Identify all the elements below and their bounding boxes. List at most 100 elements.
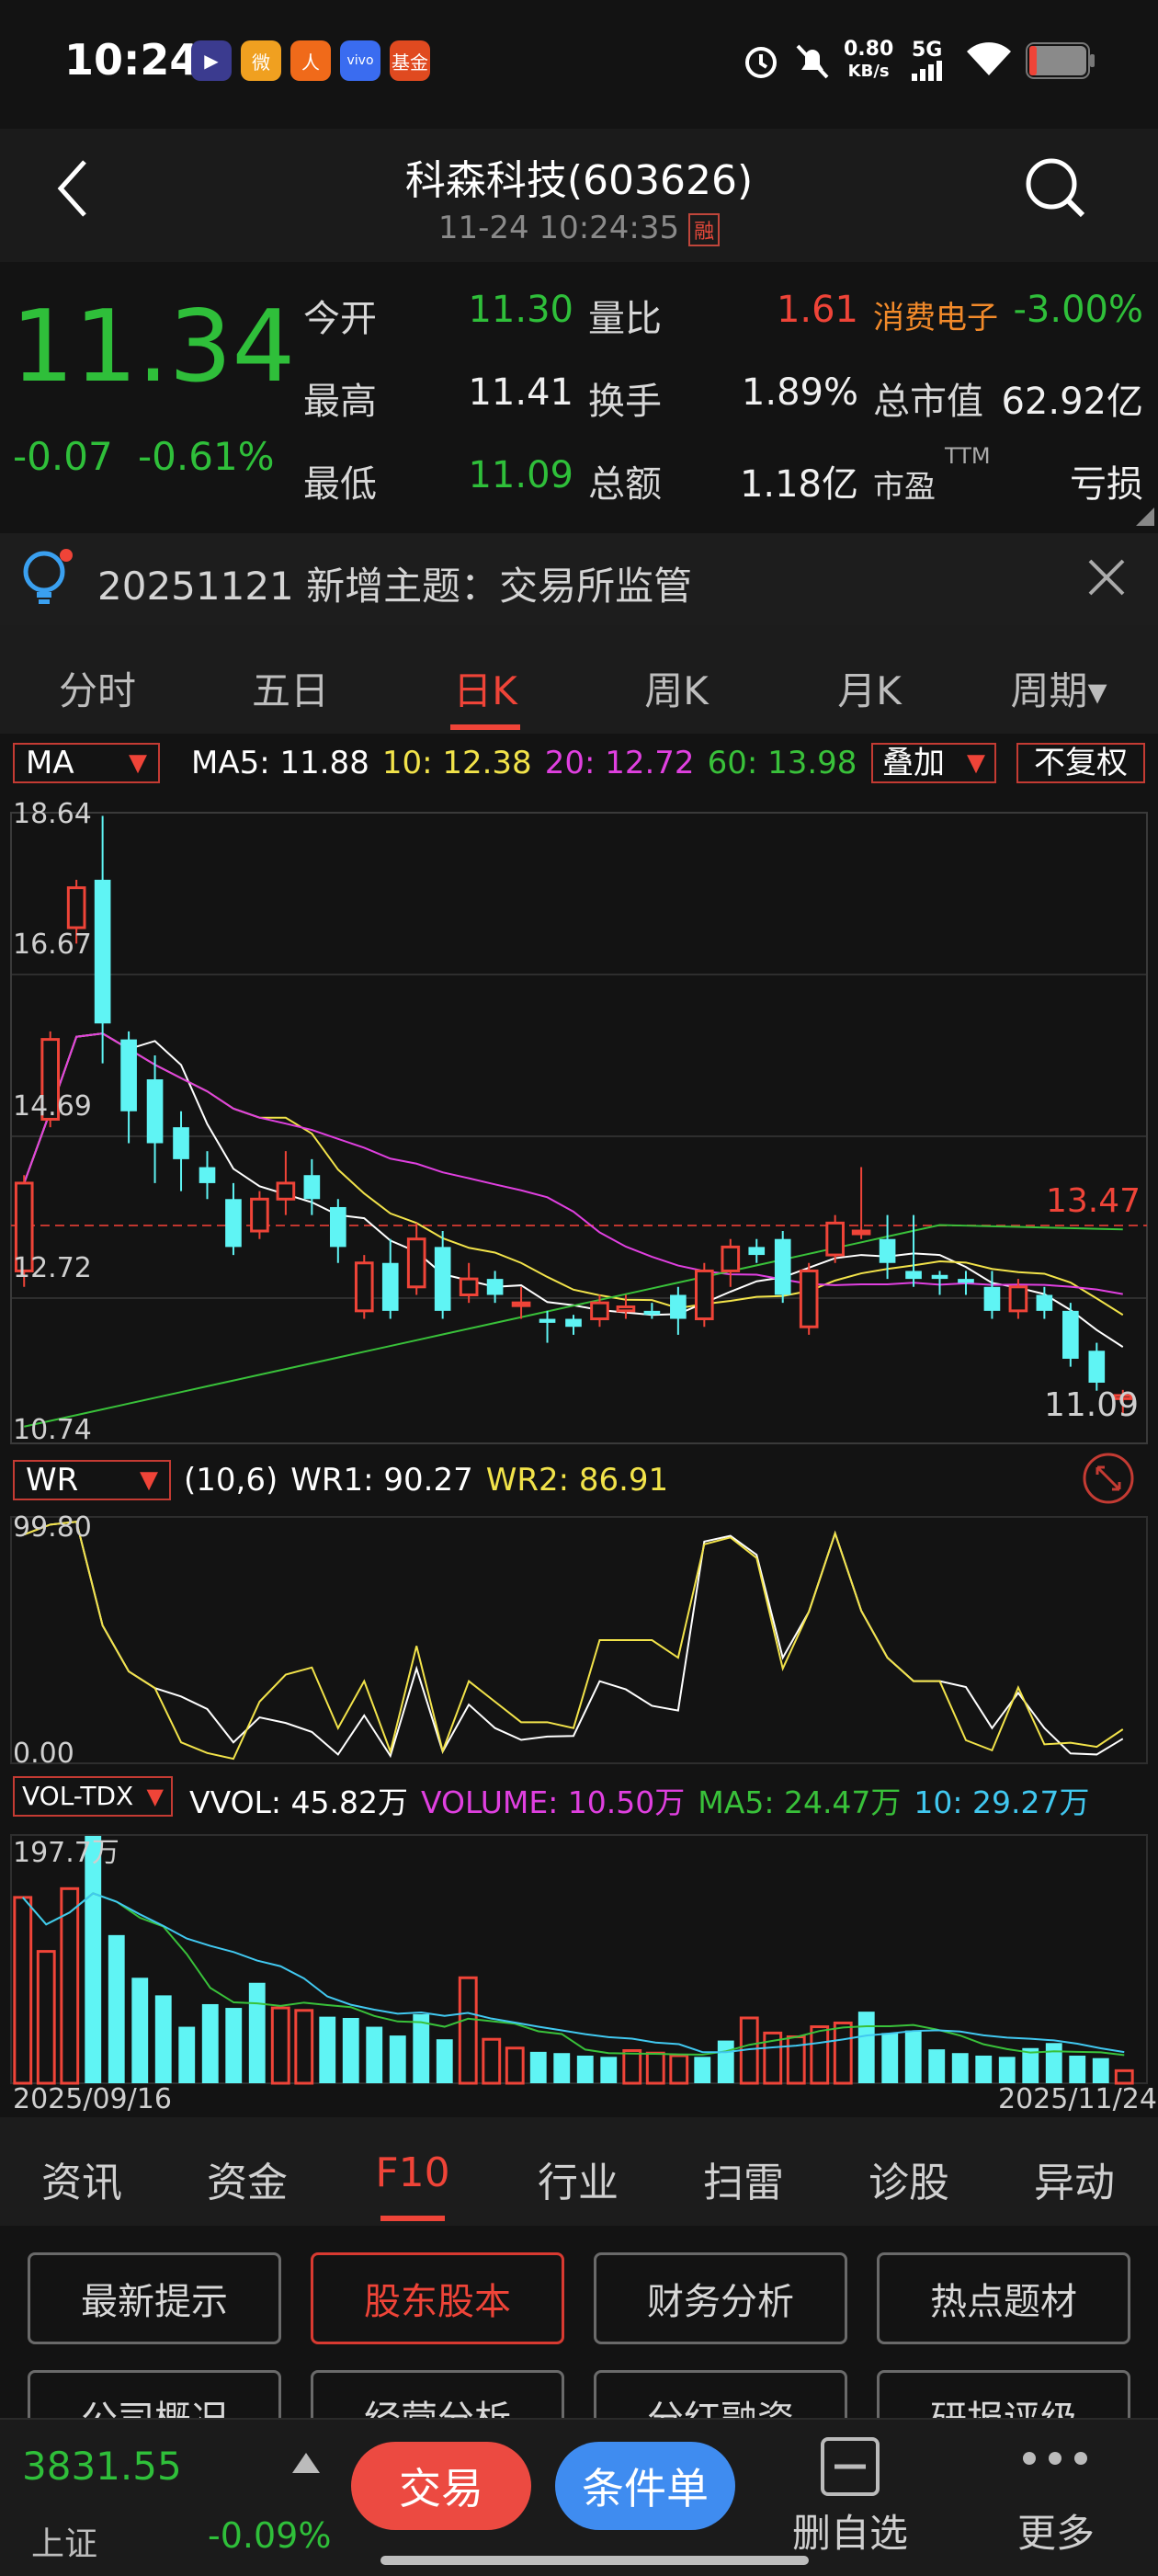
f10-button-0[interactable]: 最新提示	[28, 2252, 281, 2344]
candle	[643, 1303, 661, 1319]
expand-corner-icon[interactable]	[1136, 507, 1154, 530]
volume-bar	[1092, 2057, 1109, 2083]
alarm-icon	[741, 40, 781, 85]
candle	[434, 1231, 451, 1319]
volume-bar	[225, 2008, 243, 2083]
quote-label: 最高	[303, 381, 377, 423]
delete-watchlist-icon[interactable]	[820, 2436, 880, 2501]
ftab-2[interactable]: F10	[375, 2149, 450, 2196]
dropdown-icon: ▼	[146, 1784, 164, 1809]
notice-bar[interactable]	[0, 533, 1158, 625]
info-tabs	[0, 2117, 1158, 2226]
ktab-4[interactable]: 月K	[837, 668, 902, 713]
net-speed: 0.80	[844, 38, 894, 61]
ktab-0[interactable]: 分时	[58, 668, 136, 713]
overlay-select[interactable]: 叠加 ▼	[871, 743, 996, 783]
y-label-bottom: 10.74	[13, 1414, 92, 1446]
trade-button[interactable]: 交易	[351, 2442, 531, 2530]
candle	[199, 1151, 216, 1200]
legend-item: 10: 29.27万	[914, 1784, 1090, 1820]
quote-panel	[0, 262, 1158, 533]
ftab-0[interactable]: 资讯	[41, 2160, 122, 2206]
taobao-icon: 人	[290, 40, 331, 81]
volume-bar	[786, 2035, 806, 2085]
volume-bar	[645, 2051, 665, 2085]
volume-bar	[413, 2013, 430, 2083]
search-icon[interactable]	[1022, 154, 1088, 224]
volume-bar	[881, 2033, 899, 2083]
adjust-select[interactable]: 不复权	[1016, 743, 1145, 783]
volume-bar	[694, 2057, 711, 2083]
vol-ma10-line	[21, 1892, 1125, 2054]
condition-order-button[interactable]: 条件单	[555, 2442, 735, 2530]
f10-button-area	[0, 2226, 1158, 2419]
indicator-select-ma[interactable]: MA ▼	[13, 743, 160, 783]
close-icon[interactable]	[1086, 557, 1127, 601]
y-label-4: 12.72	[13, 1252, 92, 1284]
ftab-4[interactable]: 扫雷	[703, 2160, 784, 2206]
ftab-5[interactable]: 诊股	[868, 2160, 949, 2206]
ktab-5[interactable]: 周期▾	[1010, 668, 1107, 713]
current-price: 11.34	[11, 290, 296, 405]
candle	[66, 879, 86, 944]
datetime-text: 11-24 10:24:35	[437, 210, 680, 246]
volume-bar	[717, 2040, 734, 2083]
candle	[958, 1271, 974, 1295]
candle	[825, 1214, 845, 1263]
ma60-line	[24, 1224, 1123, 1428]
ftab-3[interactable]: 行业	[538, 2160, 619, 2206]
candle	[14, 1175, 34, 1287]
volume-bar	[904, 2030, 922, 2083]
volume-bar	[1069, 2055, 1086, 2083]
kline-chart[interactable]	[0, 734, 1158, 2117]
f10-button-3[interactable]: 热点题材	[877, 2252, 1130, 2344]
candle	[721, 1238, 741, 1287]
candle	[799, 1262, 819, 1335]
indicator-select-vol[interactable]: VOL-TDX ▼	[13, 1776, 173, 1817]
f10-button-2[interactable]: 财务分析	[594, 2252, 847, 2344]
ktab-1[interactable]: 五日	[251, 668, 329, 713]
quote-value: -3.00%	[1013, 289, 1143, 331]
mute-icon	[792, 40, 833, 85]
wr-frame	[10, 1516, 1148, 1764]
volume-bar	[436, 2039, 453, 2083]
ftab-1[interactable]: 资金	[207, 2160, 288, 2206]
chart-area[interactable]	[0, 734, 1158, 2117]
delete-watchlist-label[interactable]: 删自选	[791, 2511, 908, 2556]
index-value[interactable]: 3831.55	[22, 2444, 182, 2489]
wifi-icon	[965, 40, 1013, 81]
fullscreen-icon[interactable]	[1081, 1451, 1136, 1510]
candle	[276, 1151, 296, 1215]
f10-button-1[interactable]: 股东股本	[311, 2252, 564, 2344]
volume-bar	[928, 2049, 946, 2083]
ktab-2[interactable]: 日K	[453, 668, 517, 713]
more-label[interactable]: 更多	[1016, 2511, 1095, 2556]
volume-bar	[1045, 2043, 1062, 2083]
ma10-line	[23, 1032, 1124, 1316]
candle	[1036, 1286, 1053, 1319]
candle	[329, 1199, 346, 1263]
candle	[250, 1191, 269, 1239]
volume-bar	[458, 1976, 478, 2085]
volume-bar	[576, 2055, 594, 2083]
ftab-6[interactable]: 异动	[1034, 2160, 1115, 2206]
notice-text[interactable]: 20251121 新增主题：交易所监管	[97, 564, 693, 609]
candle	[983, 1271, 1001, 1319]
weibo-icon: 微	[241, 40, 281, 81]
legend-item: VVOL: 45.82万	[189, 1784, 409, 1820]
more-icon[interactable]	[1020, 2449, 1090, 2471]
indicator-select-wr[interactable]: WR ▼	[13, 1460, 171, 1500]
end-date: 2025/11/24	[998, 2083, 1157, 2115]
y-label-2: 16.67	[13, 929, 92, 961]
quote-label: 今开	[303, 298, 377, 340]
ma20-line	[23, 1032, 1123, 1295]
start-date: 2025/09/16	[13, 2083, 172, 2115]
dropdown-icon: ▼	[967, 749, 985, 777]
candle	[905, 1214, 922, 1287]
back-icon[interactable]	[55, 156, 92, 224]
ktab-3[interactable]: 周K	[644, 668, 709, 713]
quote-value: 1.61	[776, 289, 858, 331]
margin-badge: 融	[688, 212, 721, 246]
legend-item: WR2: 86.91	[485, 1462, 669, 1499]
quote-label: 总额	[588, 463, 662, 506]
